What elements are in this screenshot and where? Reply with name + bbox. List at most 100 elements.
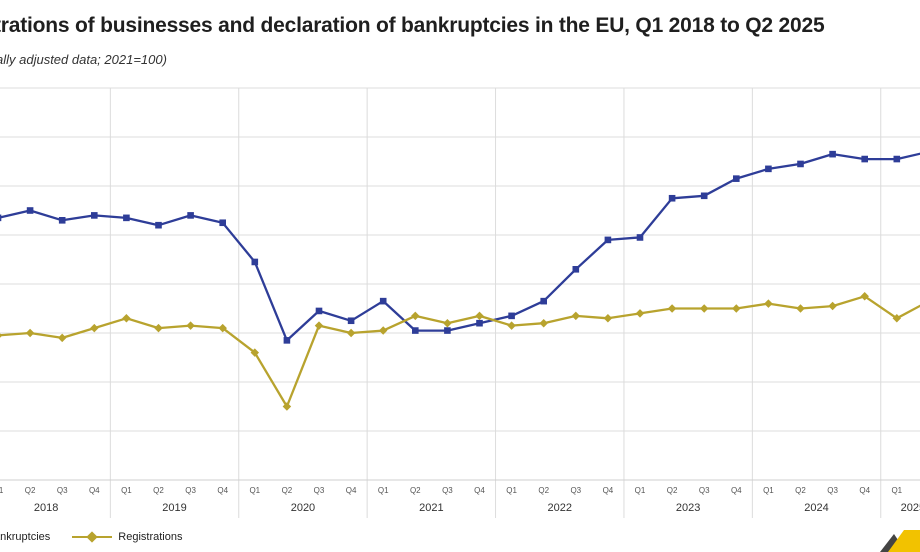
data-point-bankruptcies — [893, 155, 901, 163]
data-point-bankruptcies — [829, 150, 836, 158]
data-point-bankruptcies — [251, 258, 259, 266]
legend-item-registrations: Registrations — [72, 529, 182, 545]
data-point-bankruptcies — [508, 312, 515, 320]
data-point-bankruptcies — [26, 207, 34, 214]
data-point-registrations — [828, 301, 837, 311]
data-point-registrations — [411, 311, 420, 321]
legend-item-bankruptcies: ankruptcies — [0, 531, 50, 543]
data-point-registrations — [0, 331, 3, 340]
data-point-registrations — [57, 333, 67, 343]
x-tick-label-quarter: Q4 — [731, 486, 742, 495]
x-tick-label-quarter: Q2 — [538, 486, 549, 495]
series-line-registrations — [0, 295, 920, 408]
x-tick-label-quarter: Q3 — [570, 486, 581, 495]
x-tick-label-quarter: Q2 — [282, 486, 293, 495]
data-point-registrations — [186, 321, 195, 330]
x-tick-label-quarter: Q3 — [185, 486, 196, 495]
x-tick-label-quarter: Q1 — [378, 486, 389, 495]
data-point-bankruptcies — [540, 297, 547, 305]
data-point-registrations — [667, 304, 677, 313]
data-point-bankruptcies — [733, 175, 740, 182]
chart-subtitle: ally adjusted data; 2021=100) — [0, 52, 167, 67]
x-tick-label-year: 2018 — [34, 502, 58, 514]
x-tick-label-quarter: Q4 — [346, 486, 357, 495]
data-point-registrations — [378, 326, 388, 335]
data-point-registrations — [764, 299, 773, 308]
x-tick-label-year: 2022 — [548, 502, 572, 514]
x-tick-label-quarter: Q4 — [859, 486, 870, 495]
data-point-registrations — [25, 328, 35, 338]
data-point-bankruptcies — [572, 266, 580, 273]
data-point-registrations — [732, 304, 741, 313]
data-point-bankruptcies — [636, 234, 644, 241]
x-tick-label-quarter: Q3 — [827, 486, 838, 495]
x-tick-label-quarter: Q3 — [699, 486, 710, 495]
x-tick-label-quarter: Q2 — [410, 486, 421, 495]
data-point-bankruptcies — [347, 317, 355, 325]
legend: ankruptcies Registrations — [0, 528, 182, 546]
x-tick-label-quarter: Q1 — [121, 486, 132, 495]
x-tick-label-quarter: Q2 — [153, 486, 164, 495]
x-tick-label-quarter: Q1 — [249, 486, 260, 495]
data-point-registrations — [314, 321, 324, 330]
data-point-bankruptcies — [123, 214, 130, 222]
x-tick-label-quarter: Q1 — [635, 486, 646, 495]
x-tick-label-quarter: Q3 — [57, 486, 68, 495]
data-point-bankruptcies — [155, 221, 162, 229]
data-point-registrations — [507, 321, 516, 330]
data-point-registrations — [443, 318, 452, 328]
data-point-registrations — [250, 348, 260, 357]
x-tick-label-year: 2019 — [162, 502, 186, 514]
x-tick-label-quarter: Q4 — [217, 486, 228, 495]
data-point-registrations — [218, 323, 227, 333]
x-tick-label-year: 2025 — [901, 502, 920, 514]
data-point-registrations — [475, 311, 484, 321]
data-point-registrations — [539, 318, 548, 328]
legend-label-registrations: Registrations — [118, 531, 183, 543]
data-point-registrations — [635, 309, 645, 318]
series-line-bankruptcies — [0, 152, 920, 342]
x-tick-label-quarter: Q4 — [474, 486, 485, 495]
x-tick-label-year: 2023 — [676, 502, 700, 514]
x-tick-label-quarter: Q2 — [795, 486, 806, 495]
x-tick-label-quarter: Q1 — [506, 486, 517, 495]
x-tick-label-quarter: Q1 — [0, 486, 4, 495]
x-tick-label-year: 2024 — [804, 502, 828, 514]
x-tick-label-quarter: Q2 — [667, 486, 678, 495]
x-tick-label-quarter: Q4 — [603, 486, 614, 495]
data-point-bankruptcies — [765, 165, 772, 173]
data-point-bankruptcies — [283, 337, 291, 344]
data-point-registrations — [571, 311, 581, 321]
x-tick-label-year: 2020 — [291, 502, 315, 514]
data-point-registrations — [122, 314, 131, 323]
legend-label-bankruptcies: ankruptcies — [0, 531, 51, 543]
x-tick-label-quarter: Q1 — [763, 486, 774, 495]
chart-title: trations of businesses and declaration o… — [0, 14, 825, 37]
data-point-bankruptcies — [315, 307, 323, 315]
data-point-registrations — [699, 304, 709, 313]
data-point-registrations — [154, 323, 163, 333]
data-point-bankruptcies — [379, 297, 387, 305]
x-tick-label-quarter: Q3 — [442, 486, 453, 495]
x-tick-label-quarter: Q4 — [89, 486, 100, 495]
data-point-bankruptcies — [444, 327, 451, 334]
data-point-registrations — [892, 314, 902, 323]
data-point-bankruptcies — [604, 236, 612, 244]
data-point-registrations — [282, 402, 292, 411]
data-point-bankruptcies — [187, 212, 194, 219]
data-point-bankruptcies — [668, 194, 676, 202]
x-tick-label-quarter: Q1 — [891, 486, 902, 495]
data-point-registrations — [796, 304, 805, 313]
registrations-swatch-icon — [72, 531, 113, 543]
eurostat-corner-logo-icon — [880, 530, 920, 552]
data-point-bankruptcies — [476, 319, 483, 327]
data-point-registrations — [90, 323, 99, 333]
data-point-bankruptcies — [700, 192, 708, 200]
data-point-bankruptcies — [58, 217, 66, 224]
data-point-bankruptcies — [797, 160, 804, 168]
data-point-bankruptcies — [219, 219, 226, 227]
x-tick-label-quarter: Q2 — [25, 486, 36, 495]
x-tick-label-quarter: Q3 — [314, 486, 325, 495]
x-tick-label-year: 2021 — [419, 502, 443, 514]
